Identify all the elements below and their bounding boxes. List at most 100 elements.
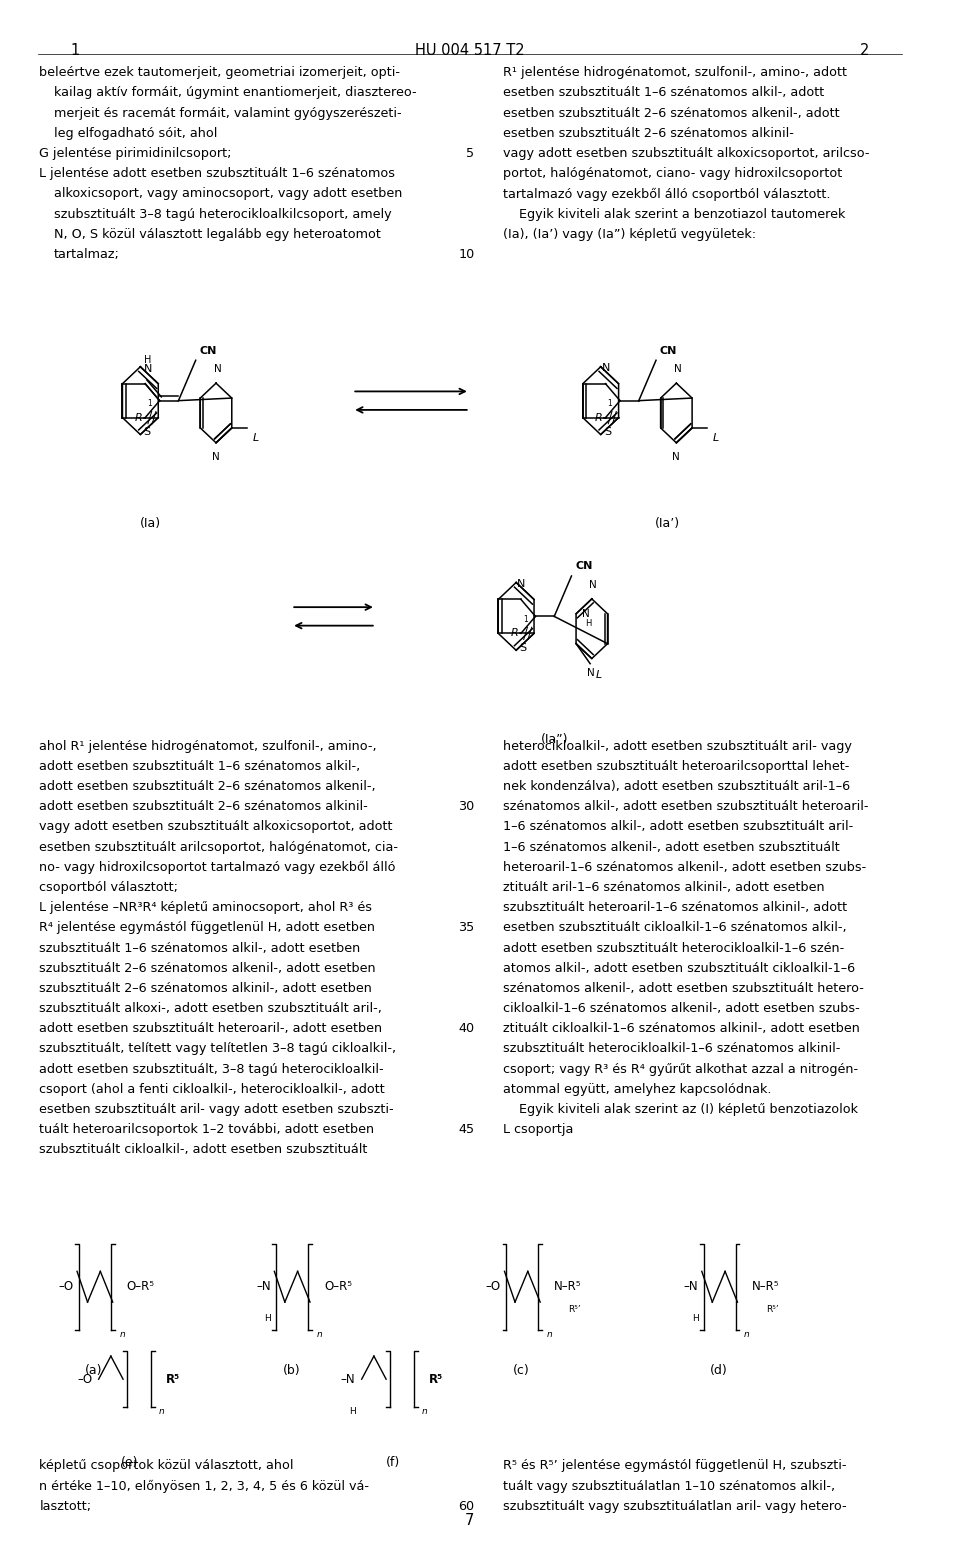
Text: szénatomos alkenil-, adott esetben szubsztituált hetero-: szénatomos alkenil-, adott esetben szubs…: [503, 982, 863, 995]
Text: L: L: [712, 433, 719, 442]
Text: –N: –N: [341, 1373, 355, 1385]
Text: esetben szubsztituált 2–6 szénatomos alkenil-, adott: esetben szubsztituált 2–6 szénatomos alk…: [503, 106, 839, 120]
Text: tartalmaz;: tartalmaz;: [54, 248, 119, 260]
Text: szubsztituált heteroaril-1–6 szénatomos alkinil-, adott: szubsztituált heteroaril-1–6 szénatomos …: [503, 901, 847, 914]
Text: –O: –O: [486, 1281, 501, 1293]
Text: (c): (c): [513, 1364, 530, 1376]
Text: N: N: [587, 667, 595, 678]
Text: R¹ jelentése hidrogénatomot, szulfonil-, amino-, adott: R¹ jelentése hidrogénatomot, szulfonil-,…: [503, 66, 847, 79]
Text: N: N: [144, 365, 153, 374]
Text: no- vagy hidroxilcsoportot tartalmazó vagy ezekből álló: no- vagy hidroxilcsoportot tartalmazó va…: [39, 861, 396, 874]
Text: CN: CN: [660, 345, 677, 356]
Text: ztituált cikloalkil-1–6 szénatomos alkinil-, adott esetben: ztituált cikloalkil-1–6 szénatomos alkin…: [503, 1022, 859, 1036]
Text: R⁵’: R⁵’: [568, 1305, 581, 1314]
Text: n értéke 1–10, előnyösen 1, 2, 3, 4, 5 és 6 közül vá-: n értéke 1–10, előnyösen 1, 2, 3, 4, 5 é…: [39, 1479, 370, 1493]
Text: lasztott;: lasztott;: [39, 1499, 91, 1513]
Text: R: R: [595, 413, 603, 422]
Text: 10: 10: [458, 248, 474, 260]
Text: csoport; vagy R³ és R⁴ gyűrűt alkothat azzal a nitrogén-: csoport; vagy R³ és R⁴ gyűrűt alkothat a…: [503, 1063, 857, 1076]
Text: R: R: [511, 629, 518, 638]
Text: ahol R¹ jelentése hidrogénatomot, szulfonil-, amino-,: ahol R¹ jelentése hidrogénatomot, szulfo…: [39, 740, 377, 752]
Text: adott esetben szubsztituált, 3–8 tagú heterocikloalkil-: adott esetben szubsztituált, 3–8 tagú he…: [39, 1063, 384, 1076]
Text: –N: –N: [256, 1281, 271, 1293]
Text: beleértve ezek tautomerjeit, geometriai izomerjeit, opti-: beleértve ezek tautomerjeit, geometriai …: [39, 66, 400, 79]
Text: esetben szubsztituált 2–6 szénatomos alkinil-: esetben szubsztituált 2–6 szénatomos alk…: [503, 126, 794, 140]
Text: szubsztituált, telített vagy telítetlen 3–8 tagú cikloalkil-,: szubsztituált, telített vagy telítetlen …: [39, 1042, 396, 1056]
Text: Egyik kiviteli alak szerint az (I) képletű benzotiazolok: Egyik kiviteli alak szerint az (I) képle…: [503, 1103, 857, 1116]
Text: tartalmazó vagy ezekből álló csoportból választott.: tartalmazó vagy ezekből álló csoportból …: [503, 188, 830, 200]
Text: H: H: [264, 1314, 271, 1324]
Text: H: H: [692, 1314, 699, 1324]
Text: vagy adott esetben szubsztituált alkoxicsoportot, arilcso-: vagy adott esetben szubsztituált alkoxic…: [503, 146, 869, 160]
Text: adott esetben szubsztituált 2–6 szénatomos alkinil-: adott esetben szubsztituált 2–6 szénatom…: [39, 800, 369, 814]
Text: N: N: [582, 609, 589, 619]
Text: esetben szubsztituált 1–6 szénatomos alkil-, adott: esetben szubsztituált 1–6 szénatomos alk…: [503, 86, 824, 100]
Text: szénatomos alkil-, adott esetben szubsztituált heteroaril-: szénatomos alkil-, adott esetben szubszt…: [503, 800, 868, 814]
Text: szubsztituált cikloalkil-, adott esetben szubsztituált: szubsztituált cikloalkil-, adott esetben…: [39, 1143, 368, 1156]
Text: alkoxicsoport, vagy aminocsoport, vagy adott esetben: alkoxicsoport, vagy aminocsoport, vagy a…: [54, 188, 402, 200]
Text: szubsztituált 1–6 szénatomos alkil-, adott esetben: szubsztituált 1–6 szénatomos alkil-, ado…: [39, 942, 361, 954]
Text: H: H: [348, 1407, 355, 1416]
Text: ztituált aril-1–6 szénatomos alkinil-, adott esetben: ztituált aril-1–6 szénatomos alkinil-, a…: [503, 881, 825, 894]
Text: nek kondenzálva), adott esetben szubsztituált aril-1–6: nek kondenzálva), adott esetben szubszti…: [503, 780, 850, 794]
Text: R: R: [134, 413, 142, 422]
Text: CN: CN: [200, 345, 217, 356]
Text: vagy adott esetben szubsztituált alkoxicsoportot, adott: vagy adott esetben szubsztituált alkoxic…: [39, 820, 393, 834]
Text: n: n: [421, 1407, 427, 1416]
Text: esetben szubsztituált cikloalkil-1–6 szénatomos alkil-,: esetben szubsztituált cikloalkil-1–6 szé…: [503, 922, 846, 934]
Text: n: n: [119, 1330, 125, 1339]
Text: N–R⁵: N–R⁵: [554, 1281, 582, 1293]
Text: 1–6 szénatomos alkil-, adott esetben szubsztituált aril-: 1–6 szénatomos alkil-, adott esetben szu…: [503, 820, 852, 834]
Text: N–R⁵: N–R⁵: [752, 1281, 780, 1293]
Text: 40: 40: [458, 1022, 474, 1036]
Text: esetben szubsztituált arilcsoportot, halógénatomot, cia-: esetben szubsztituált arilcsoportot, hal…: [39, 841, 398, 854]
Text: adott esetben szubsztituált heterocikloalkil-1–6 szén-: adott esetben szubsztituált heterocikloa…: [503, 942, 844, 954]
Text: N: N: [212, 452, 220, 462]
Text: portot, halógénatomot, ciano- vagy hidroxilcsoportot: portot, halógénatomot, ciano- vagy hidro…: [503, 168, 842, 180]
Text: G jelentése pirimidinilcsoport;: G jelentése pirimidinilcsoport;: [39, 146, 232, 160]
Text: R⁵: R⁵: [166, 1373, 180, 1385]
Text: 1: 1: [70, 43, 80, 59]
Text: 35: 35: [458, 922, 474, 934]
Text: tuált vagy szubsztituálatlan 1–10 szénatomos alkil-,: tuált vagy szubsztituálatlan 1–10 szénat…: [503, 1479, 835, 1493]
Text: (d): (d): [709, 1364, 728, 1376]
Text: Egyik kiviteli alak szerint a benzotiazol tautomerek: Egyik kiviteli alak szerint a benzotiazo…: [503, 208, 845, 220]
Text: adott esetben szubsztituált heteroaril-, adott esetben: adott esetben szubsztituált heteroaril-,…: [39, 1022, 383, 1036]
Text: szubsztituált heterocikloalkil-1–6 szénatomos alkinil-: szubsztituált heterocikloalkil-1–6 széna…: [503, 1042, 840, 1056]
Text: N: N: [588, 579, 596, 590]
Text: H: H: [585, 618, 591, 627]
Text: képletű csoportok közül választott, ahol: képletű csoportok közül választott, ahol: [39, 1459, 294, 1472]
Text: 5: 5: [467, 146, 474, 160]
Text: 60: 60: [458, 1499, 474, 1513]
Text: (Ia), (Ia’) vagy (Ia”) képletű vegyületek:: (Ia), (Ia’) vagy (Ia”) képletű vegyülete…: [503, 228, 756, 240]
Text: O–R⁵: O–R⁵: [127, 1281, 155, 1293]
Text: atommal együtt, amelyhez kapcsolódnak.: atommal együtt, amelyhez kapcsolódnak.: [503, 1083, 771, 1096]
Text: HU 004 517 T2: HU 004 517 T2: [415, 43, 524, 59]
Text: heteroaril-1–6 szénatomos alkenil-, adott esetben szubs-: heteroaril-1–6 szénatomos alkenil-, adot…: [503, 861, 866, 874]
Text: esetben szubsztituált aril- vagy adott esetben szubszti-: esetben szubsztituált aril- vagy adott e…: [39, 1103, 395, 1116]
Text: szubsztituált 3–8 tagú heterocikloalkilcsoport, amely: szubsztituált 3–8 tagú heterocikloalkilc…: [54, 208, 391, 220]
Text: szubsztituált 2–6 szénatomos alkinil-, adott esetben: szubsztituált 2–6 szénatomos alkinil-, a…: [39, 982, 372, 995]
Text: S: S: [604, 427, 611, 436]
Text: heterocikloalkil-, adott esetben szubsztituált aril- vagy: heterocikloalkil-, adott esetben szubszt…: [503, 740, 852, 752]
Text: csoportból választott;: csoportból választott;: [39, 881, 179, 894]
Text: CN: CN: [575, 561, 592, 572]
Text: L: L: [252, 433, 258, 442]
Text: cikloalkil-1–6 szénatomos alkenil-, adott esetben szubs-: cikloalkil-1–6 szénatomos alkenil-, adot…: [503, 1002, 859, 1016]
Text: 1: 1: [523, 615, 527, 624]
Text: adott esetben szubsztituált 2–6 szénatomos alkenil-,: adott esetben szubsztituált 2–6 szénatom…: [39, 780, 376, 794]
Text: n: n: [744, 1330, 750, 1339]
Text: adott esetben szubsztituált heteroarilcsoporttal lehet-: adott esetben szubsztituált heteroarilcs…: [503, 760, 849, 774]
Text: (Ia’): (Ia’): [655, 518, 680, 530]
Text: (b): (b): [282, 1364, 300, 1376]
Text: N: N: [674, 364, 683, 374]
Text: S: S: [519, 643, 526, 652]
Text: L jelentése –NR³R⁴ képletű aminocsoport, ahol R³ és: L jelentése –NR³R⁴ képletű aminocsoport,…: [39, 901, 372, 914]
Text: atomos alkil-, adott esetben szubsztituált cikloalkil-1–6: atomos alkil-, adott esetben szubsztituá…: [503, 962, 854, 975]
Text: L csoportja: L csoportja: [503, 1123, 573, 1136]
Text: (f): (f): [386, 1456, 399, 1469]
Text: n: n: [317, 1330, 323, 1339]
Text: L jelentése adott esetben szubsztituált 1–6 szénatomos: L jelentése adott esetben szubsztituált …: [39, 168, 396, 180]
Text: N, O, S közül választott legalább egy heteroatomot: N, O, S közül választott legalább egy he…: [54, 228, 380, 240]
Text: 1: 1: [147, 399, 152, 408]
